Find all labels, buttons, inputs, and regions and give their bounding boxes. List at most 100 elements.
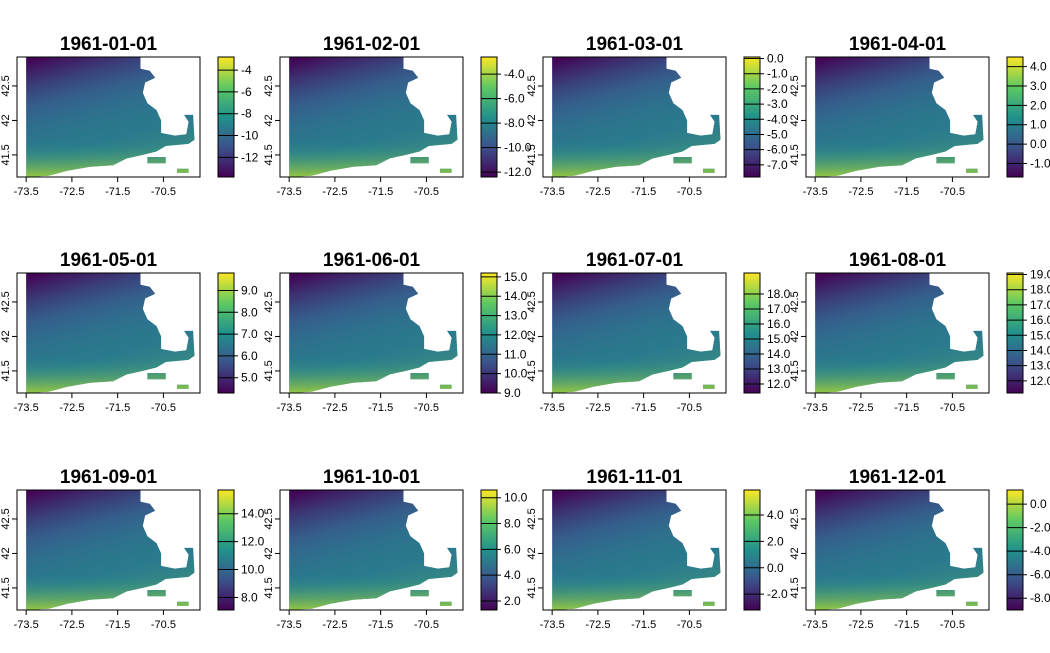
map-frame [805,56,990,178]
color-key-frame [480,56,498,178]
color-key: 5.0 6.0 7.0 8.0 9.0 [217,272,258,394]
raster-surface [289,273,458,393]
panel-title: 1961-07-01 [586,250,684,271]
color-key-frame [743,272,761,394]
y-tick-label: 42.5 [263,291,275,312]
color-key-label: 8.0 [241,590,258,604]
y-tick-label: 41.5 [526,360,538,381]
color-key-label: 13.0 [767,362,791,376]
color-key-label: 2.0 [504,594,521,608]
y-tick-label: 42 [263,330,275,342]
y-tick-label: 42 [263,114,275,126]
x-tick-label: -72.5 [59,186,84,198]
x-tick-label: -73.5 [14,402,39,414]
y-tick-label: 42.5 [263,75,275,96]
map-panel-1961-10-01: 1961-10-01 -73.5 -72.5 -71.5 -70.5 41.5 42 42.5… [263,467,528,631]
color-key-frame [217,56,235,178]
color-key-label: 7.0 [241,327,258,341]
color-key-label: -10.0 [504,141,532,155]
y-tick-label: 42.5 [0,508,12,529]
color-key: 12.013.014.015.016.017.018.0 [743,272,791,394]
color-key-label: 10.0 [504,491,528,505]
x-tick-label: -70.5 [677,186,702,198]
color-key-label: 14.0 [767,347,791,361]
x-tick-label: -70.5 [414,402,439,414]
color-key-label: 15.0 [1030,328,1050,342]
map-frame [279,489,464,611]
y-tick-label: 41.5 [526,144,538,165]
color-key-label: 0.0 [767,52,784,66]
x-tick-label: -72.5 [59,402,84,414]
color-key-label: 9.0 [241,283,258,297]
panel-title: 1961-08-01 [849,250,947,271]
x-tick-label: -73.5 [540,619,565,631]
color-key-label: 4.0 [504,568,521,582]
color-key-label: -5.0 [767,127,788,141]
color-key-label: 11.0 [504,347,527,361]
x-tick-label: -70.5 [151,186,176,198]
x-tick-label: -72.5 [585,619,610,631]
x-tick-label: -73.5 [803,402,828,414]
raster-surface [815,273,984,393]
color-key: -12 -10 -8 -6 -4 [217,56,259,178]
color-key-label: 12.0 [1030,374,1050,388]
raster-surface [815,57,984,177]
y-tick-label: 42.5 [263,508,275,529]
color-key-label: 2.0 [1030,98,1047,112]
color-key-label: -12 [241,150,259,164]
color-key-label: 12.0 [241,535,265,549]
color-key-label: -8.0 [504,116,525,130]
x-tick-label: -73.5 [277,619,302,631]
color-key-label: -3.0 [767,97,788,111]
x-tick-label: -70.5 [940,402,965,414]
color-key-label: -7.0 [767,158,788,172]
color-key-label: 2.0 [767,534,784,548]
color-key-bar [744,490,760,610]
color-key-label: 15.0 [767,332,791,346]
y-tick-label: 41.5 [526,577,538,598]
x-tick-label: -71.5 [368,402,393,414]
y-tick-label: 42.5 [789,508,801,529]
color-key: -12.0 -10.0 -8.0 -6.0 -4.0 [480,56,532,179]
color-key-bar [1007,273,1023,393]
color-key: 8.0 10.0 12.0 14.0 [217,489,265,611]
map-frame [542,272,727,394]
color-key-label: 14.0 [241,507,265,521]
color-key-label: -6.0 [504,92,525,106]
map-frame [279,272,464,394]
color-key-label: -8.0 [1030,591,1050,605]
y-tick-label: 42 [789,330,801,342]
color-key: 12.013.0 14.015.016.017.018.019.0 [1006,268,1050,394]
color-key-label: -4 [241,63,252,77]
x-tick-label: -71.5 [105,186,130,198]
x-tick-label: -73.5 [277,186,302,198]
y-tick-label: 42.5 [789,75,801,96]
raster-surface [552,57,721,177]
color-key-label: -2.0 [1030,521,1050,535]
x-tick-label: -73.5 [540,186,565,198]
color-key-label: -10 [241,129,259,143]
color-key-label: -1.0 [1030,156,1050,170]
x-tick-label: -73.5 [14,619,39,631]
y-tick-label: 42.5 [526,508,538,529]
y-tick-label: 41.5 [263,577,275,598]
raster-surface [289,490,458,610]
color-key-bar [218,490,234,610]
panel-title: 1961-05-01 [60,250,158,271]
raster-surface [552,273,721,393]
x-tick-label: -72.5 [322,186,347,198]
y-tick-label: 42 [263,547,275,559]
x-tick-label: -70.5 [414,186,439,198]
raster-surface [552,490,721,610]
color-key-label: -2.0 [767,587,788,601]
y-tick-label: 42 [0,330,12,342]
x-tick-label: -70.5 [677,619,702,631]
y-tick-label: 42 [526,330,538,342]
color-key-frame [480,489,498,611]
x-tick-label: -71.5 [631,619,656,631]
x-tick-label: -72.5 [322,619,347,631]
color-key-label: 12.0 [767,377,791,391]
x-tick-label: -70.5 [940,186,965,198]
